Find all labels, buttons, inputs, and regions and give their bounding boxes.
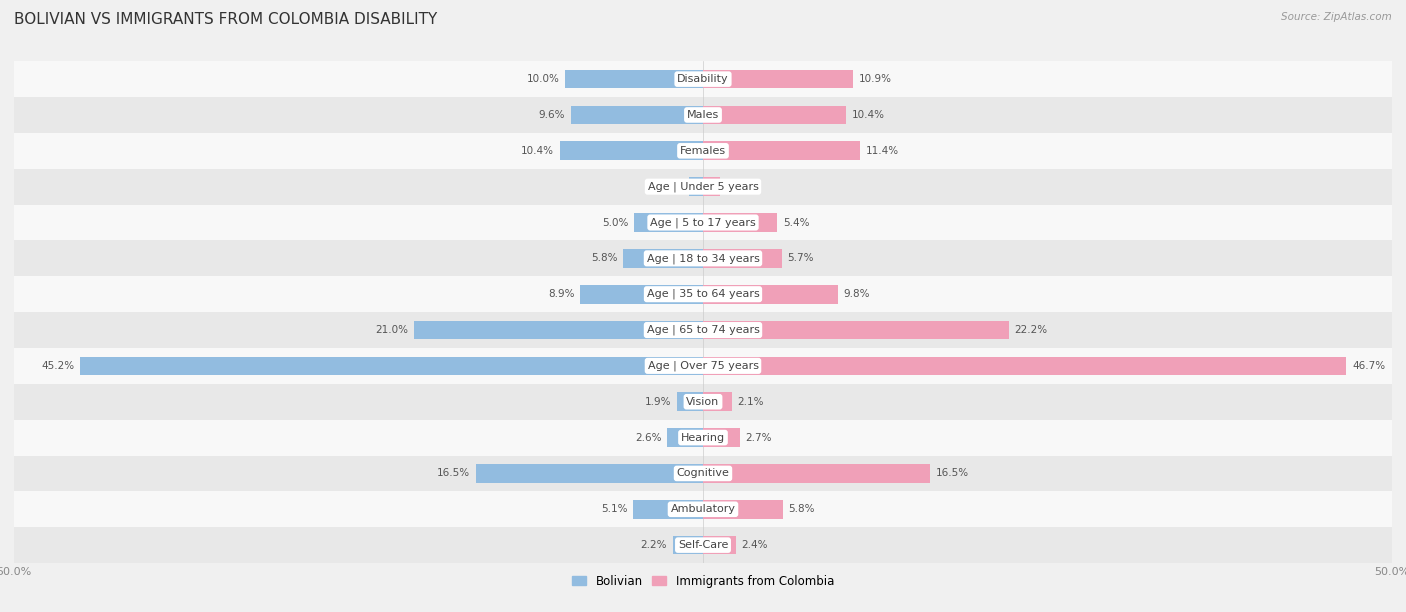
Text: 2.1%: 2.1%: [738, 397, 763, 407]
Text: BOLIVIAN VS IMMIGRANTS FROM COLOMBIA DISABILITY: BOLIVIAN VS IMMIGRANTS FROM COLOMBIA DIS…: [14, 12, 437, 28]
Bar: [676, 392, 703, 411]
Bar: [703, 321, 1010, 340]
Bar: [14, 133, 1392, 169]
Bar: [14, 61, 1392, 97]
Bar: [14, 204, 1392, 241]
Text: 5.4%: 5.4%: [783, 217, 810, 228]
Bar: [14, 276, 1392, 312]
Text: Age | 18 to 34 years: Age | 18 to 34 years: [647, 253, 759, 264]
Text: Age | 5 to 17 years: Age | 5 to 17 years: [650, 217, 756, 228]
Text: Vision: Vision: [686, 397, 720, 407]
Text: 2.6%: 2.6%: [636, 433, 662, 442]
Bar: [703, 70, 853, 89]
Text: 5.8%: 5.8%: [591, 253, 617, 263]
Text: 16.5%: 16.5%: [437, 468, 470, 479]
Bar: [623, 249, 703, 267]
Text: Self-Care: Self-Care: [678, 540, 728, 550]
Bar: [565, 70, 703, 89]
Text: 10.9%: 10.9%: [859, 74, 891, 84]
Bar: [571, 106, 703, 124]
Text: Hearing: Hearing: [681, 433, 725, 442]
Bar: [703, 428, 740, 447]
Bar: [581, 285, 703, 304]
Text: Age | Over 75 years: Age | Over 75 years: [648, 360, 758, 371]
Text: Age | 35 to 64 years: Age | 35 to 64 years: [647, 289, 759, 299]
Legend: Bolivian, Immigrants from Colombia: Bolivian, Immigrants from Colombia: [567, 570, 839, 592]
Text: 16.5%: 16.5%: [936, 468, 969, 479]
Bar: [703, 392, 733, 411]
Text: Age | 65 to 74 years: Age | 65 to 74 years: [647, 325, 759, 335]
Bar: [703, 500, 783, 518]
Text: 10.4%: 10.4%: [852, 110, 884, 120]
Text: 10.0%: 10.0%: [527, 74, 560, 84]
Text: 10.4%: 10.4%: [522, 146, 554, 156]
Bar: [14, 169, 1392, 204]
Bar: [413, 321, 703, 340]
Text: 1.2%: 1.2%: [725, 182, 752, 192]
Bar: [560, 141, 703, 160]
Text: 46.7%: 46.7%: [1353, 361, 1385, 371]
Bar: [703, 177, 720, 196]
Text: 45.2%: 45.2%: [42, 361, 75, 371]
Text: Ambulatory: Ambulatory: [671, 504, 735, 514]
Text: 9.6%: 9.6%: [538, 110, 565, 120]
Bar: [703, 357, 1347, 375]
Text: 9.8%: 9.8%: [844, 289, 870, 299]
Bar: [14, 241, 1392, 276]
Bar: [689, 177, 703, 196]
Text: 8.9%: 8.9%: [548, 289, 575, 299]
Text: 5.7%: 5.7%: [787, 253, 814, 263]
Text: 5.1%: 5.1%: [600, 504, 627, 514]
Text: Source: ZipAtlas.com: Source: ZipAtlas.com: [1281, 12, 1392, 22]
Text: 2.4%: 2.4%: [741, 540, 768, 550]
Bar: [703, 464, 931, 483]
Bar: [633, 500, 703, 518]
Bar: [703, 536, 737, 554]
Bar: [634, 213, 703, 232]
Bar: [80, 357, 703, 375]
Bar: [14, 312, 1392, 348]
Text: Males: Males: [688, 110, 718, 120]
Text: 2.2%: 2.2%: [641, 540, 668, 550]
Bar: [703, 141, 860, 160]
Bar: [14, 384, 1392, 420]
Text: 5.8%: 5.8%: [789, 504, 815, 514]
Text: Females: Females: [681, 146, 725, 156]
Text: 2.7%: 2.7%: [745, 433, 772, 442]
Bar: [14, 527, 1392, 563]
Text: Age | Under 5 years: Age | Under 5 years: [648, 181, 758, 192]
Bar: [14, 491, 1392, 527]
Bar: [14, 348, 1392, 384]
Text: 22.2%: 22.2%: [1014, 325, 1047, 335]
Bar: [475, 464, 703, 483]
Bar: [703, 285, 838, 304]
Bar: [703, 106, 846, 124]
Bar: [14, 420, 1392, 455]
Bar: [14, 97, 1392, 133]
Bar: [668, 428, 703, 447]
Text: Disability: Disability: [678, 74, 728, 84]
Text: 1.0%: 1.0%: [658, 182, 683, 192]
Bar: [672, 536, 703, 554]
Text: 21.0%: 21.0%: [375, 325, 408, 335]
Bar: [14, 455, 1392, 491]
Text: 1.9%: 1.9%: [645, 397, 671, 407]
Bar: [703, 249, 782, 267]
Bar: [703, 213, 778, 232]
Text: 5.0%: 5.0%: [602, 217, 628, 228]
Text: 11.4%: 11.4%: [866, 146, 898, 156]
Text: Cognitive: Cognitive: [676, 468, 730, 479]
